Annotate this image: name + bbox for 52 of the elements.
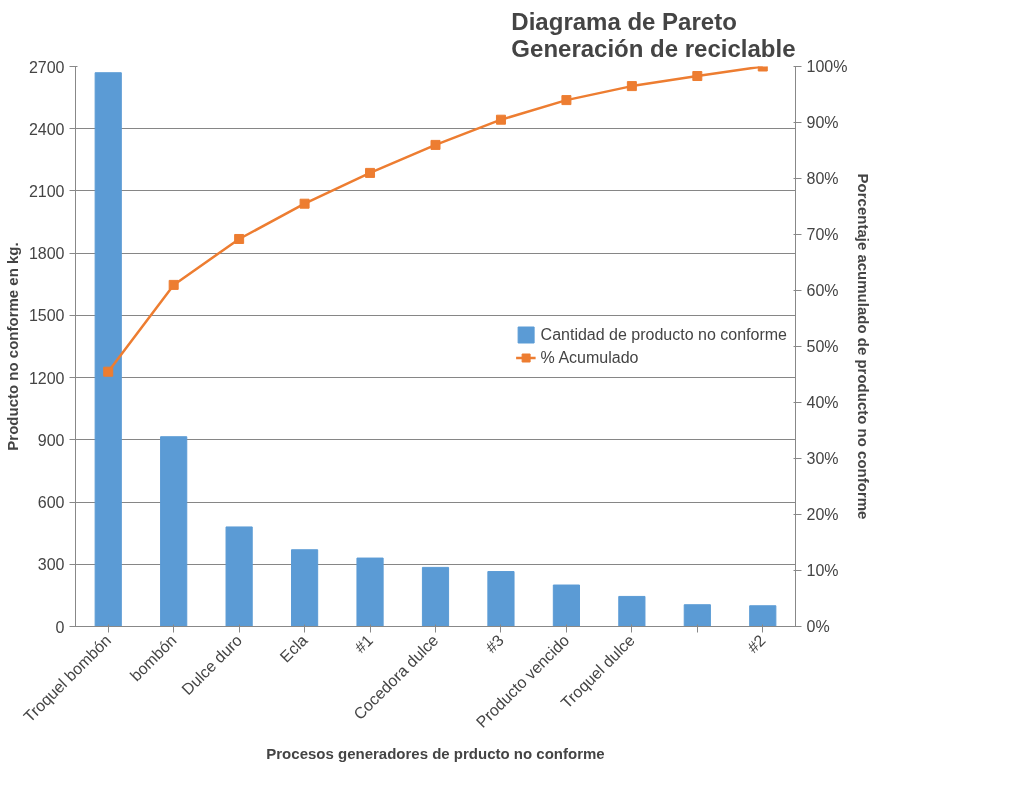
y-axis-title: Producto no conforme en kg. <box>3 242 21 451</box>
y2-tick-label: 10% <box>806 562 839 579</box>
bar <box>618 595 646 627</box>
y2-tick-label: 0% <box>806 618 830 635</box>
point <box>430 139 441 150</box>
y-tick-label: 900 <box>37 431 65 449</box>
point <box>168 279 179 290</box>
y2-tick-label: 40% <box>806 394 839 411</box>
y2-tick-label: 20% <box>806 506 839 523</box>
legend-label: Cantidad de producto no conforme <box>540 325 787 344</box>
y-tick-label: 600 <box>37 494 65 512</box>
y2-tick-label: 80% <box>806 170 839 187</box>
point <box>103 366 114 377</box>
y2-tick-label: 100% <box>806 58 848 75</box>
bar <box>94 72 122 627</box>
bar <box>291 549 319 627</box>
y-tick-label: 2700 <box>28 58 65 76</box>
y-tick-label: 0 <box>55 618 65 636</box>
y-tick-label: 1200 <box>28 369 65 387</box>
point <box>495 114 506 125</box>
point <box>692 71 703 82</box>
x-tick-label: Ecla <box>276 631 311 666</box>
y-tick-label: 1500 <box>28 307 65 325</box>
x-tick-label: #3 <box>482 631 508 657</box>
y-tick-label: 2100 <box>28 182 65 200</box>
x-tick-label: #1 <box>351 631 377 657</box>
bar <box>225 526 253 627</box>
y2-tick-label: 50% <box>806 338 839 355</box>
x-tick-label: #2 <box>744 631 769 657</box>
bar <box>749 605 777 627</box>
chart-title: Diagrama de Pareto Generación de reciclable <box>511 7 796 62</box>
bar <box>552 584 580 627</box>
bar <box>421 566 450 627</box>
point <box>561 95 572 106</box>
y2-tick-label: 70% <box>806 226 839 243</box>
bar <box>683 604 711 627</box>
point <box>234 233 245 244</box>
bar <box>160 436 188 627</box>
y-tick-label: 1800 <box>28 245 65 263</box>
point <box>365 167 376 178</box>
y2-tick-label: 30% <box>806 450 839 467</box>
bar <box>356 557 384 627</box>
point <box>299 198 310 209</box>
point <box>626 81 637 92</box>
bar <box>487 571 515 627</box>
legend-label: % Acumulado <box>540 348 639 367</box>
y2-tick-label: 60% <box>806 282 839 299</box>
y2-axis-title: Porcentaje acumulado de producto no conforme <box>855 173 873 520</box>
y-tick-label: 300 <box>37 556 65 574</box>
y2-tick-label: 90% <box>806 114 839 131</box>
y-tick-label: 2400 <box>28 120 65 138</box>
x-axis-title: Procesos generadores de prducto no conforme <box>266 744 605 762</box>
